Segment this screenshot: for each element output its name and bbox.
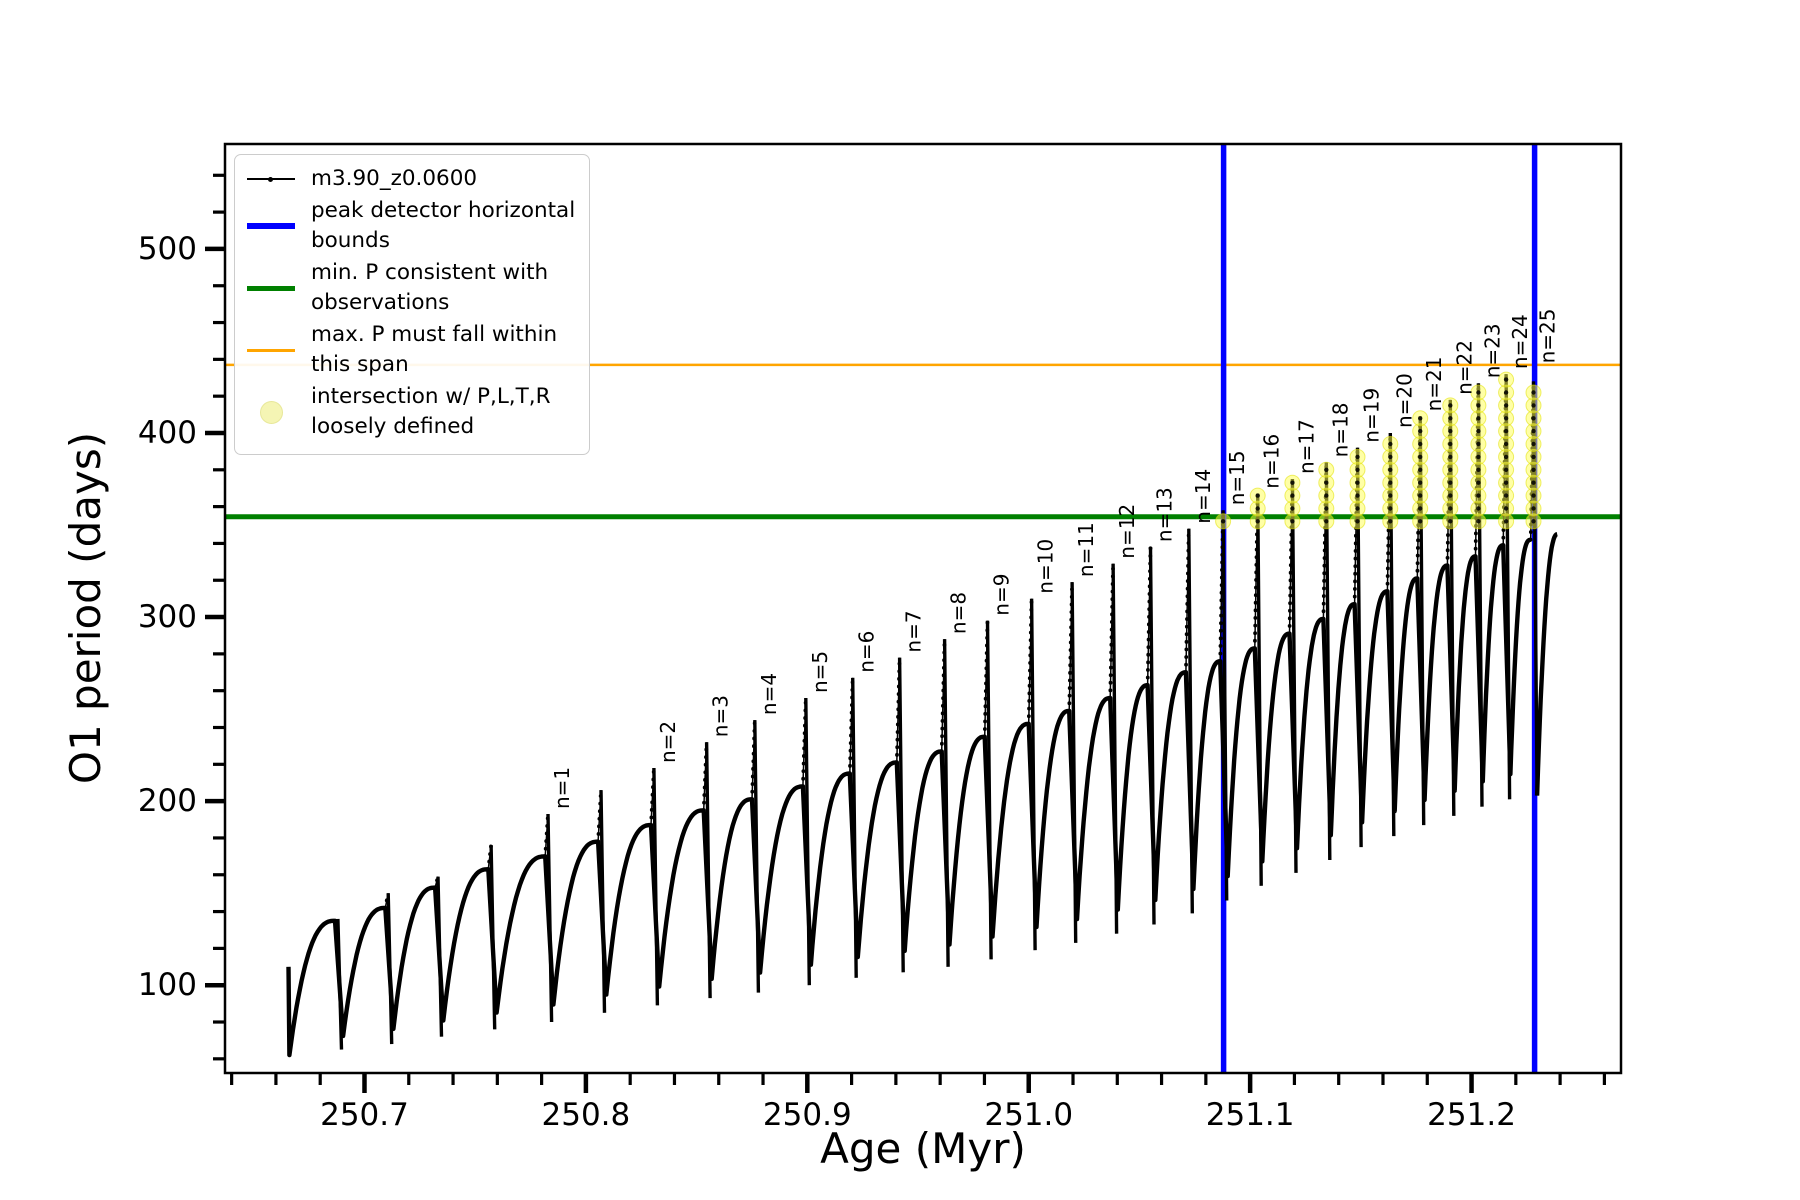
axis-ticks bbox=[205, 173, 1606, 1093]
legend-line-sample-icon bbox=[247, 285, 295, 291]
legend-circle-marker-icon bbox=[247, 400, 295, 424]
peak-label: n=18 bbox=[1328, 403, 1352, 458]
peak-label: n=16 bbox=[1260, 434, 1284, 489]
axes-spines bbox=[223, 142, 1623, 1075]
peak-label: n=24 bbox=[1508, 314, 1532, 369]
peak-label: n=2 bbox=[656, 721, 680, 763]
x-tick-label: 251.1 bbox=[1206, 1097, 1295, 1133]
y-axis-label: O1 period (days) bbox=[61, 432, 110, 784]
legend-line-sample-icon bbox=[247, 223, 295, 230]
legend-line-sample-icon bbox=[247, 348, 295, 352]
legend-item-label: max. P must fall within this span bbox=[311, 321, 558, 378]
legend-item-label: min. P consistent with observations bbox=[311, 259, 549, 316]
peak-label: n=14 bbox=[1191, 469, 1215, 524]
peak-label: n=8 bbox=[947, 592, 971, 634]
legend-item: m3.90_z0.0600 bbox=[247, 164, 577, 195]
legend-item-label: intersection w/ P,L,T,R loosely defined bbox=[311, 383, 551, 440]
legend-item: intersection w/ P,L,T,R loosely defined bbox=[247, 382, 577, 443]
y-tick-label: 200 bbox=[138, 783, 197, 819]
peak-label: n=15 bbox=[1225, 450, 1249, 505]
peak-label: n=12 bbox=[1115, 504, 1139, 559]
peak-label: n=7 bbox=[902, 610, 926, 652]
x-tick-label: 251.0 bbox=[984, 1097, 1073, 1133]
peak-label: n=11 bbox=[1074, 522, 1098, 577]
legend-line-sample-icon bbox=[247, 176, 295, 182]
peak-label: n=6 bbox=[855, 631, 879, 673]
peak-label: n=13 bbox=[1153, 487, 1177, 542]
y-tick-label: 500 bbox=[138, 231, 197, 267]
x-tick-label: 250.9 bbox=[763, 1097, 852, 1133]
peak-label: n=10 bbox=[1034, 539, 1058, 594]
legend-item: max. P must fall within this span bbox=[247, 320, 577, 381]
peak-label: n=3 bbox=[709, 695, 733, 737]
legend-item: min. P consistent with observations bbox=[247, 258, 577, 319]
peak-label: n=9 bbox=[990, 574, 1014, 616]
peak-label: n=20 bbox=[1392, 373, 1416, 428]
tick-labels: 250.7 250.8 250.9 251.0 251.1 251.2 100 200 300 4… bbox=[138, 231, 1516, 1133]
y-tick-label: 400 bbox=[138, 415, 197, 451]
peak-label: n=19 bbox=[1360, 388, 1384, 443]
legend-item-label: peak detector horizontal bounds bbox=[311, 197, 576, 254]
y-tick-label: 300 bbox=[138, 599, 197, 635]
peak-label: n=22 bbox=[1452, 340, 1476, 395]
peak-label: n=4 bbox=[757, 673, 781, 715]
peak-label: n=1 bbox=[550, 767, 574, 809]
peak-label: n=5 bbox=[808, 651, 832, 693]
x-tick-label: 251.2 bbox=[1427, 1097, 1516, 1133]
peak-labels: n=1 n=2 n=3 n=4 n=5 n=6 n=7 n=8 n=9 n=10 n=11 n=12 n… bbox=[550, 309, 1560, 809]
peak-label: n=23 bbox=[1480, 323, 1504, 378]
legend-item: peak detector horizontal bounds bbox=[247, 196, 577, 257]
x-tick-label: 250.8 bbox=[542, 1097, 631, 1133]
x-axis-label: Age (Myr) bbox=[820, 1124, 1026, 1173]
peak-label: n=17 bbox=[1294, 419, 1318, 474]
data-series bbox=[286, 372, 1559, 1058]
intersection-markers bbox=[1215, 371, 1542, 530]
peak-label: n=21 bbox=[1422, 357, 1446, 412]
legend-item-label: m3.90_z0.0600 bbox=[311, 166, 478, 191]
y-tick-label: 100 bbox=[138, 967, 197, 1003]
x-tick-label: 250.7 bbox=[320, 1097, 409, 1133]
peak-label: n=25 bbox=[1536, 309, 1560, 364]
